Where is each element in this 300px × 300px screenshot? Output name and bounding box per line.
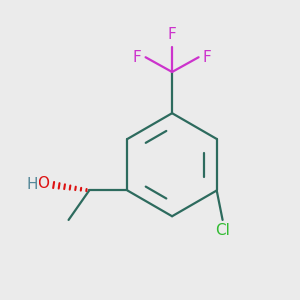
Text: F: F [132,50,141,65]
Text: H: H [26,177,38,192]
Text: O: O [38,176,50,190]
Text: F: F [168,27,176,42]
Text: F: F [203,50,212,65]
Text: Cl: Cl [215,224,230,238]
